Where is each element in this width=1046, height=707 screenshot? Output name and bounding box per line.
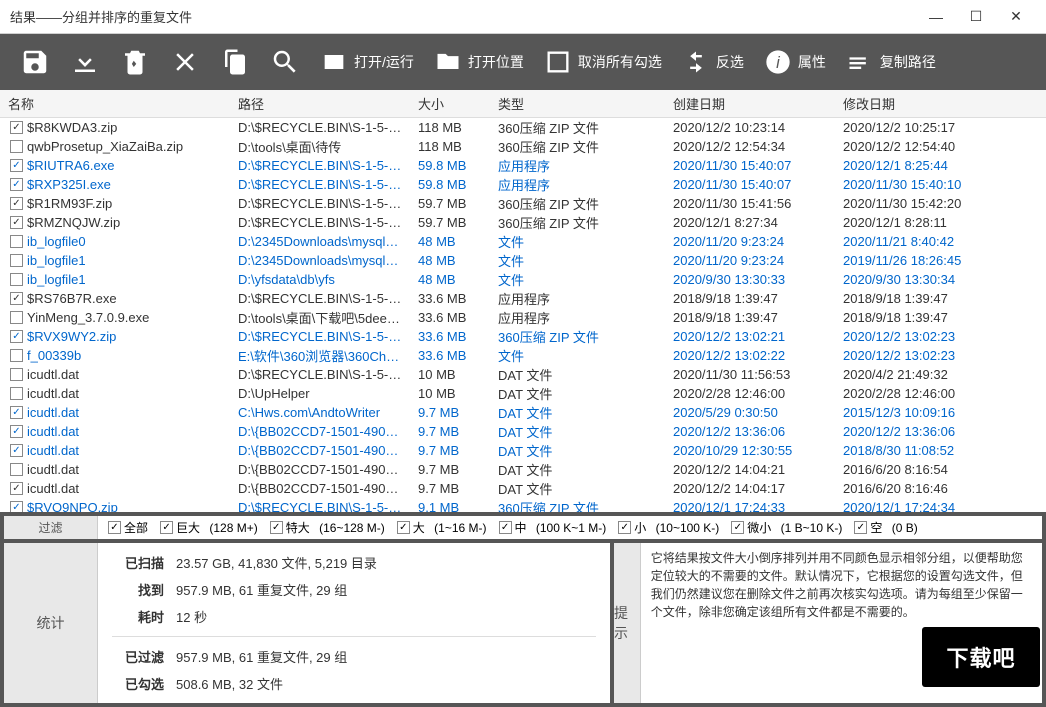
open-run-button[interactable]: 打开/运行 xyxy=(312,42,422,82)
filter-tiny[interactable]: ✓微小 (1 B~10 K-) xyxy=(729,519,842,536)
properties-button[interactable]: i属性 xyxy=(756,42,834,82)
col-modified-header[interactable]: 修改日期 xyxy=(835,90,1005,117)
filter-all[interactable]: ✓全部 xyxy=(106,519,148,536)
row-checkbox[interactable] xyxy=(10,311,23,324)
col-size-header[interactable]: 大小 xyxy=(410,90,490,117)
col-type-header[interactable]: 类型 xyxy=(490,90,665,117)
row-checkbox[interactable] xyxy=(10,273,23,286)
row-checkbox[interactable]: ✓ xyxy=(10,178,23,191)
row-checkbox[interactable] xyxy=(10,349,23,362)
row-checkbox[interactable]: ✓ xyxy=(10,216,23,229)
row-checkbox[interactable]: ✓ xyxy=(10,330,23,343)
row-checkbox[interactable]: ✓ xyxy=(10,292,23,305)
minimize-button[interactable]: — xyxy=(916,0,956,34)
row-checkbox[interactable] xyxy=(10,387,23,400)
filter-row: 过滤 ✓全部 ✓巨大 (128 M+) ✓特大 (16~128 M-) ✓大 (… xyxy=(4,516,1042,539)
watermark: 下载吧 xyxy=(922,627,1040,687)
filter-small[interactable]: ✓小 (10~100 K-) xyxy=(616,519,719,536)
filter-xlarge[interactable]: ✓特大 (16~128 M-) xyxy=(268,519,385,536)
row-checkbox[interactable]: ✓ xyxy=(10,159,23,172)
filter-empty[interactable]: ✓空 (0 B) xyxy=(852,519,917,536)
row-checkbox[interactable] xyxy=(10,463,23,476)
invert-button[interactable]: 反选 xyxy=(674,42,752,82)
table-row[interactable]: ✓$RVO9NPO.zipD:\$RECYCLE.BIN\S-1-5-21-21… xyxy=(0,498,1046,512)
copy-path-button[interactable]: 复制路径 xyxy=(838,42,944,82)
table-header: 名称 路径 大小 类型 创建日期 修改日期 xyxy=(0,90,1046,118)
recycle-button[interactable] xyxy=(112,41,158,83)
titlebar: 结果——分组并排序的重复文件 — ☐ ✕ xyxy=(0,0,1046,34)
search-button[interactable] xyxy=(262,41,308,83)
filter-large[interactable]: ✓大 (1~16 M-) xyxy=(395,519,487,536)
uncheck-all-button[interactable]: 取消所有勾选 xyxy=(536,42,670,82)
open-location-button[interactable]: 打开位置 xyxy=(426,42,532,82)
svg-text:i: i xyxy=(776,54,780,72)
maximize-button[interactable]: ☐ xyxy=(956,0,996,34)
results-table: 名称 路径 大小 类型 创建日期 修改日期 ✓$R8KWDA3.zipD:\$R… xyxy=(0,90,1046,512)
row-checkbox[interactable]: ✓ xyxy=(10,444,23,457)
save-button[interactable] xyxy=(12,41,58,83)
col-path-header[interactable]: 路径 xyxy=(230,90,410,117)
row-checkbox[interactable] xyxy=(10,254,23,267)
stats-box: 统计 已扫描23.57 GB, 41,830 文件, 5,219 目录 找到95… xyxy=(4,543,610,703)
stats-label: 统计 xyxy=(4,543,98,703)
delete-button[interactable] xyxy=(162,41,208,83)
row-checkbox[interactable]: ✓ xyxy=(10,197,23,210)
row-checkbox[interactable]: ✓ xyxy=(10,501,23,512)
col-name-header[interactable]: 名称 xyxy=(0,90,230,117)
col-created-header[interactable]: 创建日期 xyxy=(665,90,835,117)
row-checkbox[interactable]: ✓ xyxy=(10,406,23,419)
row-checkbox[interactable] xyxy=(10,140,23,153)
row-checkbox[interactable]: ✓ xyxy=(10,121,23,134)
bottom-panel: 过滤 ✓全部 ✓巨大 (128 M+) ✓特大 (16~128 M-) ✓大 (… xyxy=(0,512,1046,707)
download-button[interactable] xyxy=(62,41,108,83)
tips-label: 提示 xyxy=(614,543,641,703)
filter-label: 过滤 xyxy=(4,516,98,539)
filter-huge[interactable]: ✓巨大 (128 M+) xyxy=(158,519,258,536)
row-checkbox[interactable] xyxy=(10,235,23,248)
row-checkbox[interactable] xyxy=(10,368,23,381)
toolbar: 打开/运行 打开位置 取消所有勾选 反选 i属性 复制路径 xyxy=(0,34,1046,90)
row-checkbox[interactable]: ✓ xyxy=(10,425,23,438)
row-checkbox[interactable]: ✓ xyxy=(10,482,23,495)
window-title: 结果——分组并排序的重复文件 xyxy=(10,7,192,26)
copy-button[interactable] xyxy=(212,41,258,83)
filter-medium[interactable]: ✓中 (100 K~1 M-) xyxy=(497,519,607,536)
close-button[interactable]: ✕ xyxy=(996,0,1036,34)
